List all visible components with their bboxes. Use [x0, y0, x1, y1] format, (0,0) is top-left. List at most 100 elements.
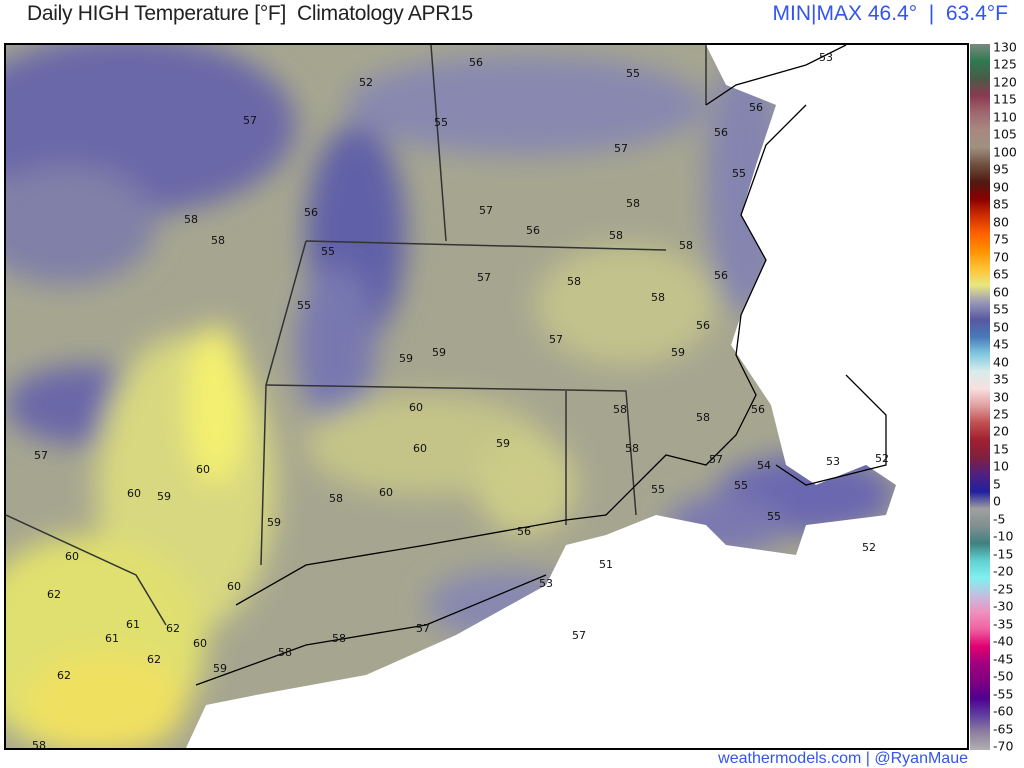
temperature-value: 58	[696, 411, 710, 424]
colorbar-tick: -35	[993, 616, 1014, 632]
min-max-readout: MIN|MAX 46.4° | 63.4°F	[772, 2, 1008, 25]
temperature-value: 57	[479, 204, 493, 217]
temperature-value: 60	[379, 486, 393, 499]
colorbar-tick: 120	[993, 74, 1017, 90]
colorbar-tick: 20	[993, 423, 1009, 439]
temperature-value: 56	[304, 206, 318, 219]
temperature-value: 60	[409, 401, 423, 414]
temperature-value: 52	[875, 452, 889, 465]
colorbar-tick: -55	[993, 686, 1014, 702]
temperature-value: 60	[227, 580, 241, 593]
colorbar-tick: -50	[993, 668, 1014, 684]
colorbar-tick: 60	[993, 284, 1009, 300]
colorbar-tick: -40	[993, 633, 1014, 649]
temperature-value: 62	[147, 653, 161, 666]
colorbar-tick: 65	[993, 266, 1009, 282]
temperature-value: 56	[749, 101, 763, 114]
state-borders	[6, 45, 707, 626]
colorbar-tick: 35	[993, 371, 1009, 387]
colorbar-tick: 85	[993, 196, 1009, 212]
temperature-value: 56	[714, 126, 728, 139]
temperature-value: 56	[714, 269, 728, 282]
colorbar-tick: 50	[993, 319, 1009, 335]
colorbar-tick: 25	[993, 406, 1009, 422]
temperature-value: 60	[127, 487, 141, 500]
coastline	[195, 45, 887, 686]
temperature-value: 62	[57, 669, 71, 682]
temperature-value: 59	[496, 437, 510, 450]
temperature-value: 59	[267, 516, 281, 529]
temperature-value: 53	[826, 455, 840, 468]
temperature-value: 60	[193, 637, 207, 650]
map-svg: 52 56 55 57 55 53 56 56 57 55 58 57 56 58 58 58 56 55 57 58…	[6, 45, 967, 748]
temperature-value: 56	[526, 224, 540, 237]
colorbar-tick: -45	[993, 651, 1014, 667]
colorbar-tick: -5	[993, 511, 1006, 527]
colorbar-tick: -70	[993, 738, 1014, 754]
colorbar-tick: 130	[993, 39, 1017, 55]
temperature-value: 55	[297, 299, 311, 312]
temperature-value: 57	[572, 629, 586, 642]
temperature-value: 62	[166, 622, 180, 635]
colorbar-tick: 70	[993, 249, 1009, 265]
temperature-value: 55	[734, 479, 748, 492]
temperature-value: 58	[651, 291, 665, 304]
colorbar-tick: -10	[993, 528, 1014, 544]
temperature-value: 58	[184, 213, 198, 226]
temperature-value: 61	[126, 618, 140, 631]
temperature-value: 58	[625, 442, 639, 455]
temperature-value: 57	[243, 114, 257, 127]
temperature-value: 57	[709, 453, 723, 466]
temperature-value: 55	[651, 483, 665, 496]
temperature-value: 58	[567, 275, 581, 288]
temperature-value: 58	[332, 632, 346, 645]
temperature-value: 51	[599, 558, 613, 571]
temperature-value: 58	[613, 403, 627, 416]
temperature-value: 56	[469, 56, 483, 69]
temperature-value: 53	[819, 51, 833, 64]
colorbar-tick: 45	[993, 336, 1009, 352]
temperature-value: 55	[732, 167, 746, 180]
temperature-value: 61	[105, 632, 119, 645]
temperature-value: 60	[196, 463, 210, 476]
colorbar-tick: -15	[993, 546, 1014, 562]
colorbar-tick: 115	[993, 91, 1017, 107]
colorbar-tick: 100	[993, 144, 1017, 160]
temperature-value: 59	[213, 662, 227, 675]
temperature-value: 55	[321, 245, 335, 258]
temperature-value: 52	[862, 541, 876, 554]
temperature-value: 57	[614, 142, 628, 155]
temperature-value: 56	[696, 319, 710, 332]
colorbar-tick: 105	[993, 126, 1017, 142]
temperature-value: 60	[65, 550, 79, 563]
colorbar-tick: -30	[993, 598, 1014, 614]
temperature-value: 62	[47, 588, 61, 601]
colorbar-tick: 30	[993, 389, 1009, 404]
temperature-value: 58	[609, 229, 623, 242]
colorbar	[970, 44, 990, 750]
colorbar-tick: -25	[993, 581, 1014, 597]
temperature-value: 56	[517, 525, 531, 538]
temperature-value: 54	[757, 459, 771, 472]
temperature-value: 59	[671, 346, 685, 359]
colorbar-tick: 80	[993, 214, 1009, 230]
colorbar-tick: 75	[993, 231, 1009, 247]
colorbar-tick: 125	[993, 56, 1017, 72]
temperature-value: 59	[399, 352, 413, 365]
temperature-value: 58	[679, 239, 693, 252]
temperature-value: 55	[434, 116, 448, 129]
temperature-value: 52	[359, 76, 373, 89]
colorbar-tick: 95	[993, 161, 1009, 177]
colorbar-tick: 15	[993, 441, 1009, 457]
temperature-value: 58	[626, 197, 640, 210]
temperature-value: 58	[329, 492, 343, 505]
colorbar-tick: -20	[993, 563, 1014, 579]
credit-text: weathermodels.com | @RyanMaue	[718, 750, 968, 767]
temperature-labels: 52 56 55 57 55 53 56 56 57 55 58 57 56 58 58 58 56 55 57 58…	[32, 51, 889, 748]
temperature-field	[6, 45, 896, 748]
temperature-value: 59	[432, 346, 446, 359]
map-title: Daily HIGH Temperature [°F] Climatology …	[27, 2, 473, 25]
colorbar-tick: 40	[993, 354, 1009, 370]
temperature-value: 55	[767, 510, 781, 523]
temperature-value: 57	[477, 271, 491, 284]
